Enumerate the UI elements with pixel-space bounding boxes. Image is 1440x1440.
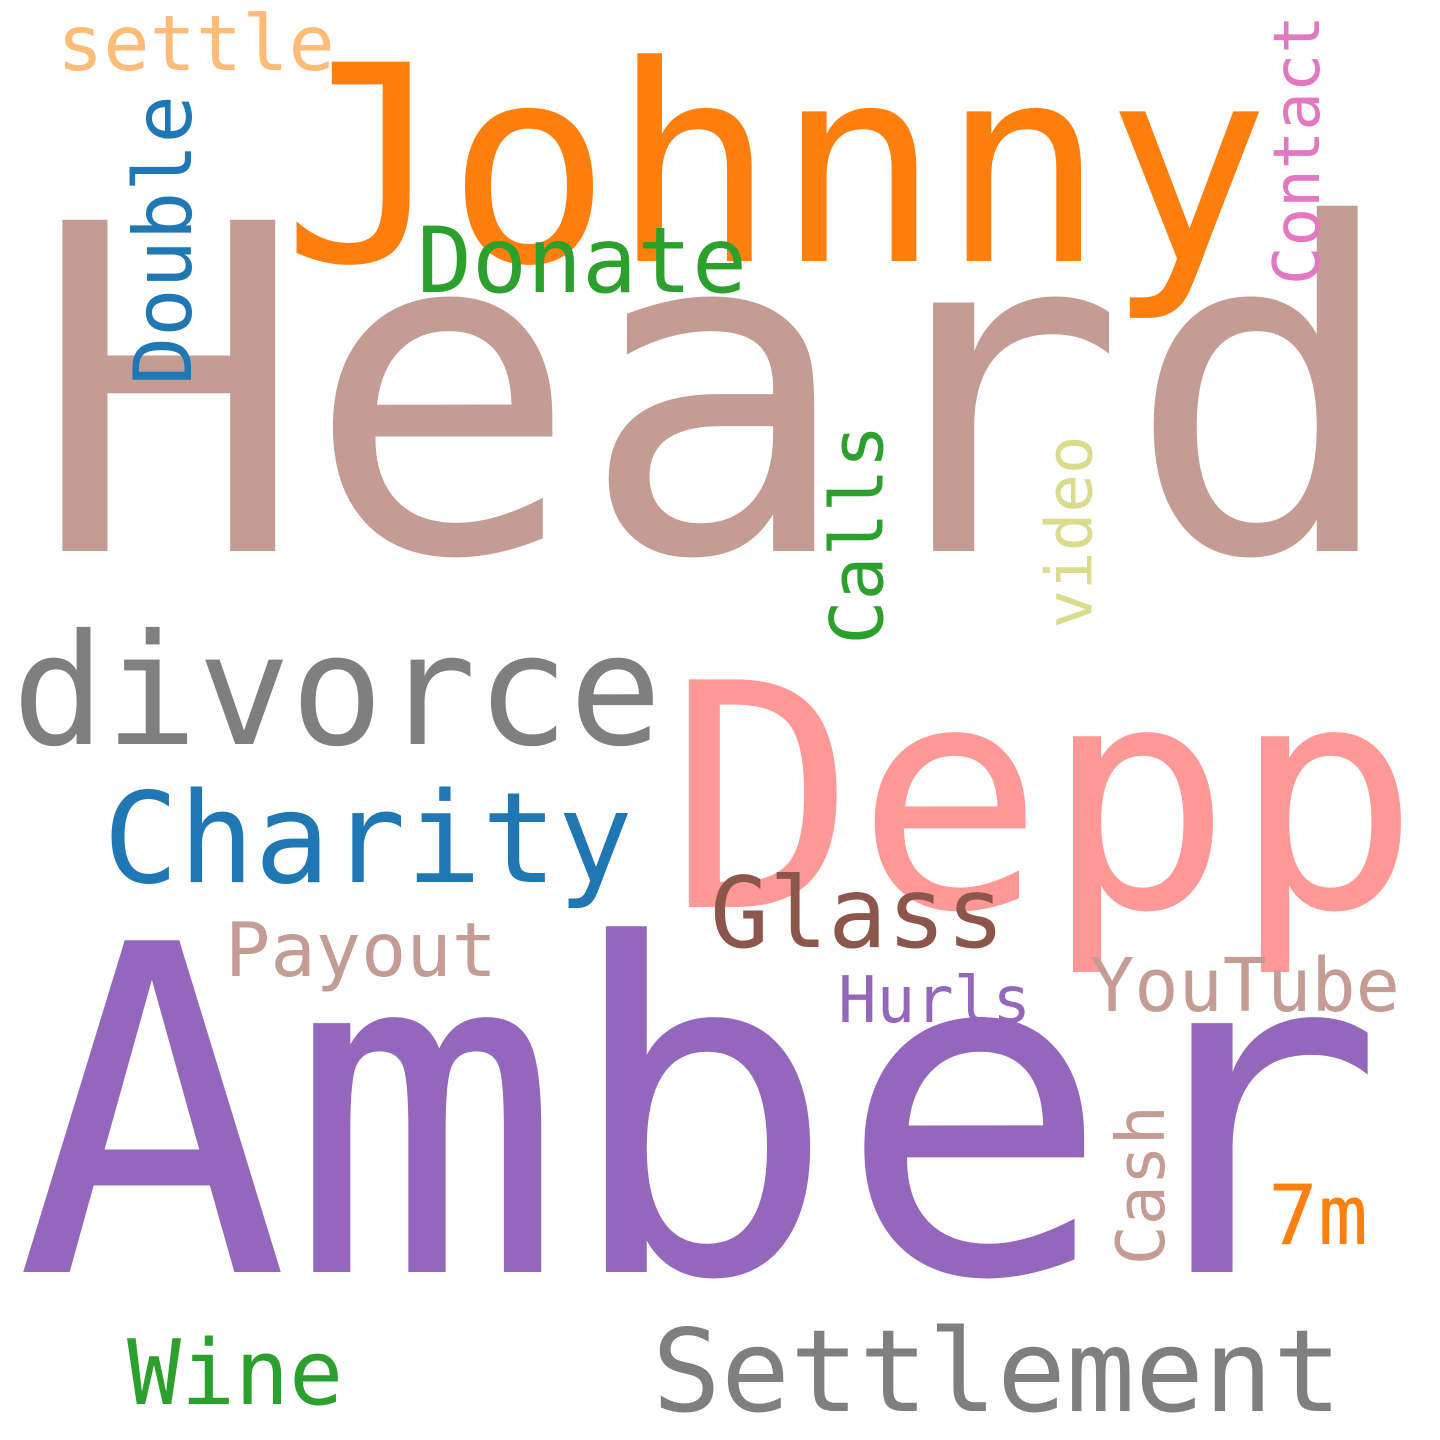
word-calls: Calls <box>814 425 900 645</box>
word-amber: Amber <box>15 850 1385 1380</box>
word-youtube: YouTube <box>1090 944 1400 1030</box>
word-settle: settle <box>57 0 335 89</box>
word-depp: Depp <box>668 617 1420 982</box>
word-glass: Glass <box>710 856 1005 971</box>
word-johnny: Johnny <box>282 7 1270 327</box>
word-cash: Cash <box>1101 1105 1180 1265</box>
word-settlement: Settlement <box>652 1306 1342 1440</box>
word-heard: Heard <box>32 130 1400 660</box>
word-divorce: divorce <box>12 602 662 782</box>
word-wine: Wine <box>127 1321 344 1426</box>
word-hurls: Hurls <box>838 964 1031 1039</box>
word-7m: 7m <box>1268 1167 1368 1265</box>
word-video: video <box>1032 436 1107 629</box>
word-payout: Payout <box>225 906 497 995</box>
word-contact: Contact <box>1260 15 1335 285</box>
word-donate: Donate <box>417 207 747 315</box>
word-charity: Charity <box>103 764 633 912</box>
word-double: Double <box>115 95 210 385</box>
